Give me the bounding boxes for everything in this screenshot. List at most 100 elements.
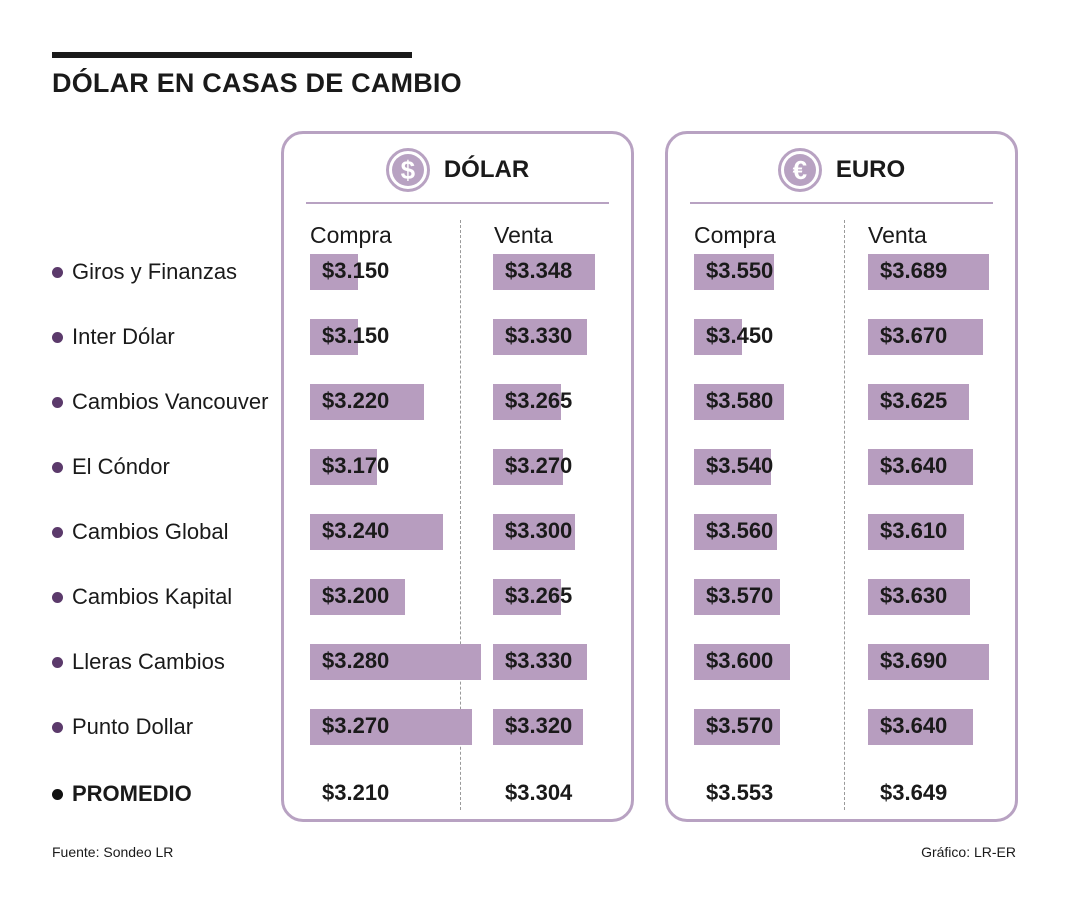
euro-buy-bar bbox=[694, 709, 781, 745]
dolar-panel-title: DÓLAR bbox=[443, 156, 530, 183]
euro-buy-value: $3.580 bbox=[706, 388, 774, 413]
bullet-dot bbox=[52, 461, 63, 473]
euro-panel: € EURO Compra Venta bbox=[665, 131, 1018, 822]
dolar-sell-value: $3.265 bbox=[505, 388, 573, 413]
title-rule bbox=[52, 52, 412, 58]
euro-sell-value: $3.610 bbox=[880, 518, 948, 543]
dolar-buy-header: Compra bbox=[310, 222, 392, 248]
euro-sign-icon: € bbox=[777, 148, 822, 192]
euro-sell-bar bbox=[868, 319, 983, 355]
row-label: Cambios Global bbox=[52, 519, 229, 545]
dolar-sell-bar bbox=[493, 319, 588, 355]
euro-buy-average: $3.553 bbox=[706, 780, 774, 805]
euro-sell-bar bbox=[868, 579, 971, 615]
dolar-panel: $ DÓLAR Compra Venta bbox=[281, 131, 634, 822]
euro-sell-average: $3.649 bbox=[880, 780, 948, 805]
euro-buy-value: $3.570 bbox=[706, 713, 774, 738]
euro-buy-value: $3.600 bbox=[706, 648, 774, 673]
chart-title: DÓLAR EN CASAS DE CAMBIO bbox=[52, 68, 462, 98]
row-label: Punto Dollar bbox=[52, 714, 193, 740]
euro-buy-bar bbox=[694, 449, 771, 485]
euro-buy-value: $3.560 bbox=[706, 518, 774, 543]
euro-buy-value: $3.540 bbox=[706, 453, 774, 478]
dolar-sell-value: $3.265 bbox=[505, 583, 573, 608]
euro-panel-header: € EURO bbox=[668, 144, 1015, 196]
row-label-text: Cambios Kapital bbox=[72, 584, 233, 609]
euro-sell-value: $3.640 bbox=[880, 713, 948, 738]
dolar-buy-bar bbox=[310, 254, 358, 290]
euro-sell-value: $3.630 bbox=[880, 583, 948, 608]
euro-buy-bar bbox=[694, 384, 784, 420]
dolar-sell-bar bbox=[493, 514, 575, 550]
row-label: Lleras Cambios bbox=[52, 649, 225, 675]
row-label: Giros y Finanzas bbox=[52, 259, 237, 285]
euro-sell-bar bbox=[868, 384, 969, 420]
row-label: El Cóndor bbox=[52, 454, 170, 480]
dolar-sell-average: $3.304 bbox=[505, 780, 573, 805]
dolar-sell-value: $3.330 bbox=[505, 648, 573, 673]
euro-panel-title: EURO bbox=[835, 156, 906, 183]
bullet-dot bbox=[52, 788, 63, 800]
dolar-buy-value: $3.280 bbox=[322, 648, 390, 673]
dolar-sell-bar bbox=[493, 644, 588, 680]
dolar-buy-bar bbox=[310, 449, 377, 485]
row-label: Cambios Vancouver bbox=[52, 389, 268, 415]
dolar-buy-value: $3.200 bbox=[322, 583, 390, 608]
euro-sell-bar bbox=[868, 254, 989, 290]
euro-buy-header: Compra bbox=[694, 222, 776, 248]
euro-sell-bar bbox=[868, 449, 974, 485]
row-label: Inter Dólar bbox=[52, 324, 175, 350]
bullet-dot bbox=[52, 591, 63, 603]
euro-buy-value: $3.550 bbox=[706, 258, 774, 283]
euro-sell-header: Venta bbox=[868, 222, 927, 248]
euro-panel-rule bbox=[690, 202, 993, 204]
row-label-text: Cambios Global bbox=[72, 519, 229, 544]
euro-sell-value: $3.690 bbox=[880, 648, 948, 673]
row-label-text: Giros y Finanzas bbox=[72, 259, 238, 284]
euro-sell-bar bbox=[868, 709, 974, 745]
bullet-dot bbox=[52, 331, 63, 343]
source-note: Fuente: Sondeo LR bbox=[52, 844, 174, 860]
bullet-dot bbox=[52, 656, 63, 668]
dolar-panel-header: $ DÓLAR bbox=[284, 144, 631, 196]
dolar-buy-value: $3.150 bbox=[322, 258, 390, 283]
row-label: Cambios Kapital bbox=[52, 584, 232, 610]
dolar-sell-bar bbox=[493, 449, 563, 485]
bullet-dot bbox=[52, 396, 63, 408]
euro-sell-bar bbox=[868, 644, 989, 680]
dolar-sell-value: $3.300 bbox=[505, 518, 573, 543]
euro-buy-value: $3.570 bbox=[706, 583, 774, 608]
euro-buy-bar bbox=[694, 254, 774, 290]
row-label-text: Lleras Cambios bbox=[72, 649, 225, 674]
bullet-dot bbox=[52, 721, 63, 733]
euro-buy-bar bbox=[694, 514, 778, 550]
euro-sell-value: $3.689 bbox=[880, 258, 948, 283]
average-label-text: PROMEDIO bbox=[72, 781, 192, 806]
dolar-buy-value: $3.240 bbox=[322, 518, 390, 543]
dollar-sign-icon: $ bbox=[385, 148, 430, 192]
dolar-sell-value: $3.330 bbox=[505, 323, 573, 348]
dolar-sell-bar bbox=[493, 384, 561, 420]
row-label-text: El Cóndor bbox=[72, 454, 170, 479]
dolar-buy-bar bbox=[310, 514, 443, 550]
dolar-buy-value: $3.170 bbox=[322, 453, 390, 478]
dolar-buy-value: $3.220 bbox=[322, 388, 390, 413]
euro-sell-value: $3.670 bbox=[880, 323, 948, 348]
dolar-buy-value: $3.270 bbox=[322, 713, 390, 738]
euro-sell-value: $3.625 bbox=[880, 388, 948, 413]
dolar-buy-bar bbox=[310, 644, 481, 680]
row-label-text: Inter Dólar bbox=[72, 324, 175, 349]
dolar-sell-value: $3.270 bbox=[505, 453, 573, 478]
euro-column-divider bbox=[844, 220, 845, 810]
dolar-buy-bar bbox=[310, 579, 405, 615]
euro-sell-value: $3.640 bbox=[880, 453, 948, 478]
graphic-credit: Gráfico: LR-ER bbox=[921, 844, 1016, 860]
euro-buy-bar bbox=[694, 319, 742, 355]
euro-buy-value: $3.450 bbox=[706, 323, 774, 348]
euro-sell-bar bbox=[868, 514, 965, 550]
bullet-dot bbox=[52, 526, 63, 538]
dolar-sell-bar bbox=[493, 254, 595, 290]
dolar-sell-header: Venta bbox=[494, 222, 553, 248]
dolar-buy-bar bbox=[310, 384, 424, 420]
dolar-sell-value: $3.320 bbox=[505, 713, 573, 738]
